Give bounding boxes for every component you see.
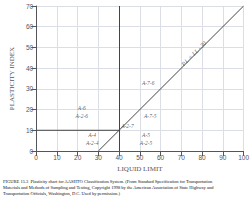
svg-text:50: 50 (136, 154, 144, 161)
svg-text:A-7-6: A-7-6 (141, 80, 155, 86)
svg-text:60: 60 (157, 154, 165, 161)
svg-text:0: 0 (30, 148, 34, 155)
svg-text:70: 70 (178, 154, 186, 161)
svg-text:30: 30 (26, 85, 34, 92)
svg-text:60: 60 (26, 23, 34, 30)
svg-text:40: 40 (26, 65, 34, 72)
svg-text:A-2-7: A-2-7 (120, 123, 134, 129)
svg-text:P.I. = LL - 30: P.I. = LL - 30 (179, 40, 207, 68)
svg-text:Materials and Methods of Sampl: Materials and Methods of Sampling and Te… (3, 184, 214, 190)
svg-text:A-5: A-5 (141, 132, 150, 138)
svg-text:20: 20 (74, 154, 82, 161)
svg-text:70: 70 (26, 3, 34, 10)
svg-text:A-7-5: A-7-5 (143, 113, 157, 119)
svg-text:20: 20 (26, 106, 34, 113)
svg-text:80: 80 (198, 154, 206, 161)
svg-text:FIGURE 15.3 Plasticity chart: FIGURE 15.3 Plasticity chart for AASHTO … (3, 179, 213, 184)
svg-text:A-2-5: A-2-5 (139, 140, 153, 146)
svg-text:50: 50 (26, 44, 34, 51)
svg-text:10: 10 (26, 127, 34, 134)
svg-text:30: 30 (95, 154, 103, 161)
svg-text:40: 40 (115, 154, 123, 161)
svg-text:10: 10 (53, 154, 61, 161)
svg-text:90: 90 (219, 154, 227, 161)
svg-text:LIQUID LIMIT: LIQUID LIMIT (117, 165, 163, 173)
svg-text:A-4: A-4 (87, 132, 96, 138)
svg-text:A-2-4: A-2-4 (85, 140, 99, 146)
svg-text:100: 100 (238, 154, 249, 161)
svg-text:A-2-6: A-2-6 (75, 113, 89, 119)
svg-text:0: 0 (34, 154, 38, 161)
svg-text:A-6: A-6 (77, 105, 86, 111)
svg-text:Transportation Officials, Wash: Transportation Officials, Washington, D.… (3, 191, 120, 197)
svg-text:PLASTICITY INDEX: PLASTICITY INDEX (8, 47, 16, 110)
